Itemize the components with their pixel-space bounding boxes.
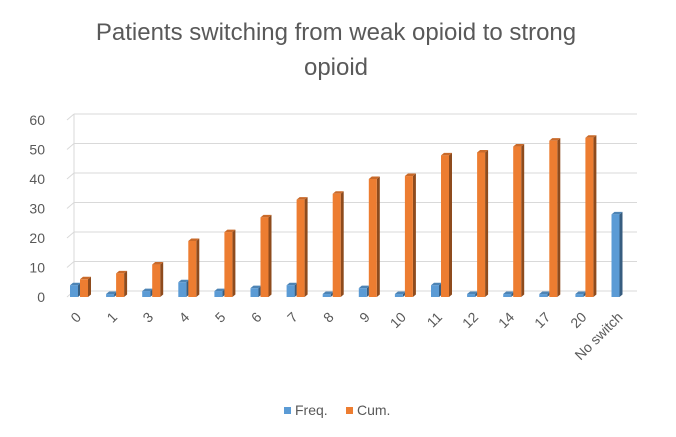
x-tick-label: 17 — [531, 309, 553, 331]
legend-swatch-freq — [284, 407, 291, 414]
bar-freq-17 — [539, 291, 551, 297]
y-tick-label: 60 — [29, 112, 45, 128]
bar-freq-12 — [467, 291, 479, 297]
x-tick-label: 3 — [139, 309, 156, 326]
bar-cum-14 — [513, 144, 525, 297]
gridlines — [66, 113, 637, 298]
x-tick-label: 14 — [495, 309, 517, 331]
bar-freq-7 — [286, 282, 298, 297]
bar-cum-6 — [260, 214, 272, 297]
bar-freq-8 — [322, 291, 334, 297]
bar-cum-1 — [116, 270, 128, 297]
gridline-diag — [66, 172, 75, 180]
chart-title-line-2: opioid — [304, 54, 368, 81]
x-tick-label: 12 — [459, 309, 481, 331]
y-tick-label: 0 — [37, 289, 45, 305]
y-axis-ticks: 0 10 20 30 40 50 60 — [29, 112, 45, 305]
bar-cum-11 — [441, 152, 452, 297]
bar-freq-11 — [431, 282, 442, 297]
legend-swatch-cum — [346, 407, 353, 414]
x-tick-label: 8 — [320, 309, 337, 326]
bar-freq-5 — [214, 288, 226, 297]
bar-freq-14 — [503, 291, 515, 297]
y-tick-label: 50 — [29, 142, 45, 158]
x-tick-label: 1 — [103, 309, 120, 326]
bar-cum-7 — [296, 197, 308, 297]
bar-cum-10 — [404, 173, 416, 297]
y-tick-label: 30 — [29, 201, 45, 217]
gridline-diag — [66, 143, 75, 150]
chart-title-line-1: Patients switching from weak opioid to s… — [96, 19, 576, 46]
bar-freq-3 — [142, 288, 154, 297]
x-tick-label: 10 — [387, 309, 409, 331]
y-tick-label: 10 — [29, 260, 45, 276]
bar-freq-10 — [394, 291, 406, 297]
x-tick-label: 9 — [356, 309, 373, 326]
x-tick-label: 4 — [176, 309, 193, 326]
bar-cum-9 — [368, 176, 380, 297]
bar-freq-6 — [250, 285, 262, 297]
bar-freq-20 — [575, 291, 587, 297]
gridline-diag — [66, 202, 75, 209]
bar-cum-17 — [549, 138, 561, 297]
x-tick-label: 0 — [67, 309, 84, 326]
bar-freq-no-switch — [611, 211, 623, 297]
bar-cum-4 — [188, 238, 200, 297]
bar-cum-5 — [224, 229, 236, 297]
x-tick-label: 5 — [212, 309, 229, 326]
bar-freq-0 — [70, 282, 81, 297]
bar-cum-8 — [332, 191, 344, 297]
gridline-diag — [66, 261, 75, 268]
gridline-diag — [66, 113, 75, 121]
gridline-diag — [66, 231, 75, 239]
legend-label-freq: Freq. — [295, 402, 328, 418]
bar-cum-20 — [585, 135, 597, 297]
bar-freq-9 — [358, 285, 370, 297]
x-tick-label: 20 — [567, 309, 589, 331]
bar-freq-1 — [106, 291, 118, 297]
x-tick-label: 7 — [284, 309, 301, 326]
y-tick-label: 40 — [29, 171, 45, 187]
bars — [70, 135, 623, 297]
legend: Freq. Cum. — [284, 402, 390, 418]
bar-cum-3 — [152, 262, 164, 297]
x-tick-label: 6 — [248, 309, 265, 326]
bar-cum-0 — [80, 276, 91, 297]
y-tick-label: 20 — [29, 230, 45, 246]
legend-label-cum: Cum. — [357, 402, 390, 418]
bar-freq-4 — [178, 279, 190, 297]
bar-cum-12 — [477, 149, 489, 297]
x-tick-label: 11 — [424, 309, 446, 331]
